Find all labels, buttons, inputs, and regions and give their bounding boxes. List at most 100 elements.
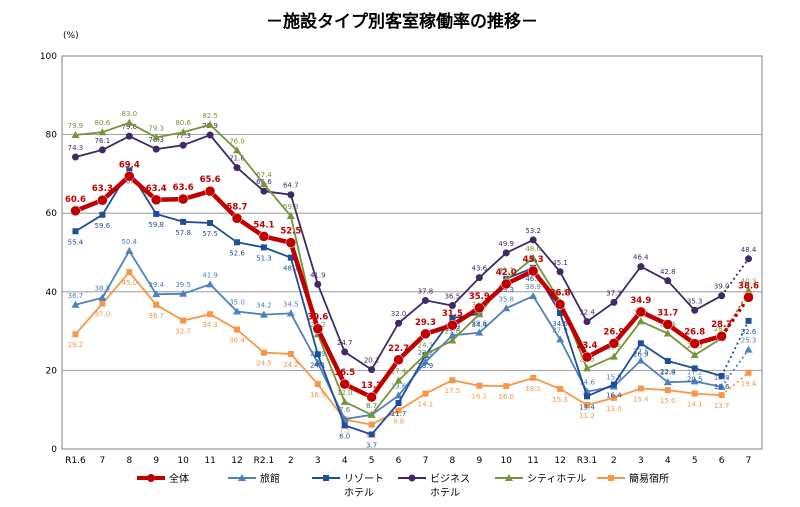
x-tick-label: 12 [231,456,242,466]
x-tick-label: 8 [126,456,132,466]
legend-item: シティホテル [495,473,586,485]
data-point [529,292,538,300]
data-point [691,390,698,397]
data-point [556,268,564,276]
projection-line [721,372,750,396]
x-tick-label: 5 [369,456,375,466]
data-label: 29.2 [68,341,84,349]
data-point [394,376,403,384]
data-label: 32.4 [579,309,595,317]
data-label: 43.3 [498,286,514,294]
data-point [180,317,187,324]
data-point [124,171,135,182]
legend-label: シティホテル [527,473,586,485]
data-point [610,298,618,306]
data-label: 22.7 [388,344,409,354]
data-label: 35.9 [469,292,490,302]
data-label: 22.5 [633,348,649,356]
data-point [260,187,268,195]
data-label: 39.5 [175,281,191,289]
x-tick-label: 10 [501,456,513,466]
data-point [529,254,538,262]
data-point [636,356,645,364]
legend-item: 全体 [137,472,189,485]
data-point [637,340,644,347]
data-point [71,300,80,308]
data-label: 53.2 [525,227,541,235]
data-label: 36.8 [550,288,571,298]
data-point [745,317,752,324]
data-point [125,132,133,140]
data-label: 37.3 [606,289,622,297]
data-point [395,407,402,414]
data-point [557,385,564,392]
legend-marker [238,474,246,481]
data-label: 15.9 [606,374,622,382]
data-label: 16.0 [498,393,514,401]
x-tick-label: R2.1 [254,456,275,466]
x-tick-label: 5 [692,456,698,466]
data-point [556,335,565,343]
data-point [71,153,79,161]
data-point [152,145,160,153]
data-point [259,310,268,318]
data-point [150,194,162,206]
data-point [286,211,295,219]
data-point [529,236,537,244]
data-point [557,310,564,317]
legend-marker [505,474,513,481]
data-label: 46.1 [525,275,541,283]
data-point [341,348,349,356]
data-point [422,390,429,397]
x-tick-label: 8 [450,456,456,466]
data-label: 13.0 [606,405,622,413]
data-point [258,231,270,242]
data-label: 17.4 [391,368,407,376]
projection-line [720,320,750,377]
plot-frame [61,55,763,450]
data-point [691,365,698,372]
data-label: 32.0 [391,310,407,318]
data-point [421,296,429,304]
data-label: 43.6 [472,265,488,273]
data-point [395,400,402,407]
data-point [583,318,591,326]
data-label: 41.9 [202,271,218,279]
data-label: 41.9 [310,271,326,279]
data-label: 34.5 [283,300,299,308]
data-point [664,277,672,285]
data-label: 45.1 [552,259,568,267]
x-tick-label: 12 [554,456,565,466]
data-point [500,278,512,290]
data-point [743,292,754,303]
data-label: 79.3 [148,124,164,132]
plot-area: 0 20 40 60 80 100 R1.6 7 8 9 10 11 12 R2.1 2 3 4 5 6 7 8 9 10 1… [40,52,763,466]
data-point [530,374,537,381]
data-point [502,304,511,312]
x-tick-label: R3.1 [577,456,598,466]
data-point [152,290,161,298]
data-label: 37.5 [552,289,568,297]
data-label: 11.7 [391,410,407,418]
data-label: 36.5 [445,293,461,301]
data-label: 13.2 [361,381,382,391]
data-point [98,293,107,301]
data-point [395,319,403,327]
data-point [72,331,79,338]
x-tick-label: 7 [746,456,752,466]
data-point [503,383,510,390]
data-point [421,350,430,358]
data-label: 18.1 [525,385,541,393]
data-point [394,391,403,399]
data-point [421,357,430,365]
data-label: 3.7 [366,441,377,449]
data-point [286,309,295,317]
y-tick-label: 80 [46,131,58,141]
data-point [70,205,81,217]
x-tick-label: 6 [719,456,725,466]
data-label: 42.0 [496,268,517,278]
x-tick-label: 4 [342,456,348,466]
data-point [475,328,484,336]
